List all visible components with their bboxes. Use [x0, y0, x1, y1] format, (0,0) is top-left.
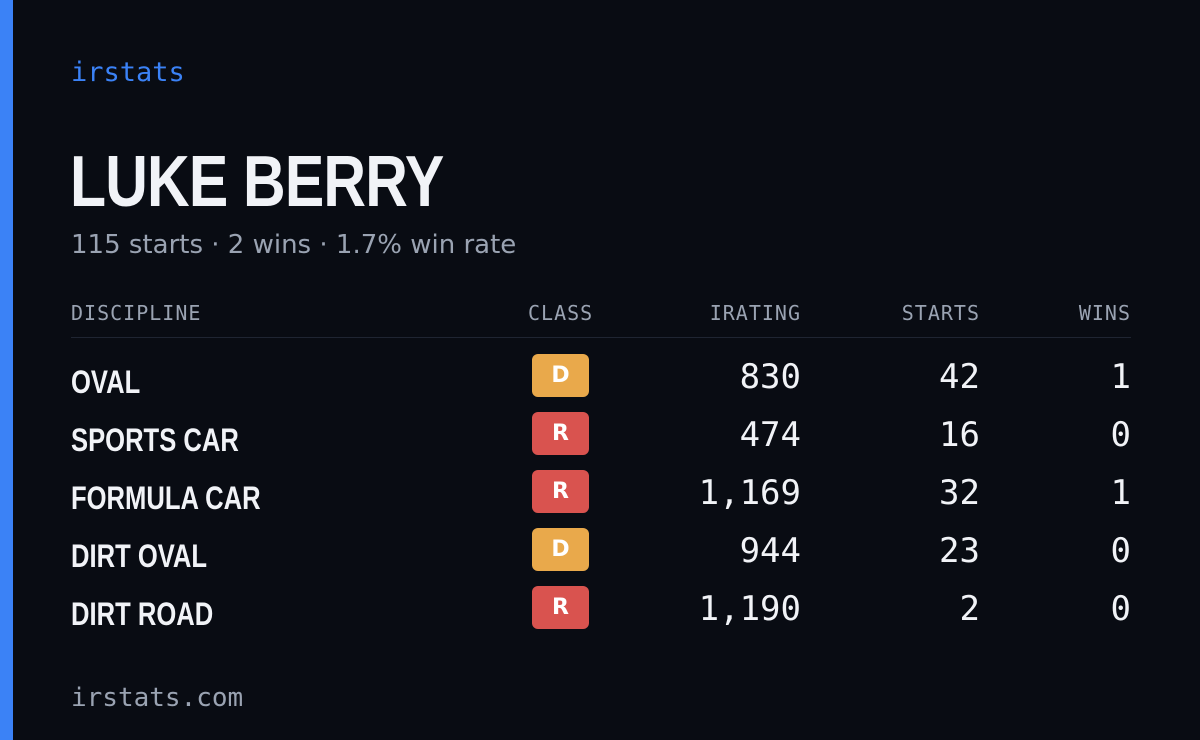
starts-value: 42: [939, 357, 980, 397]
discipline-label: DIRT OVAL: [71, 538, 208, 574]
irating-value: 1,169: [698, 473, 801, 513]
starts-value: 2: [959, 589, 980, 629]
wins-value: 0: [1110, 589, 1131, 629]
table-row: DIRT OVAL D 944 23 0: [71, 528, 1131, 586]
license-class-badge: D: [532, 354, 589, 397]
header-wins: WINS: [1078, 301, 1131, 325]
footer-site-link[interactable]: irstats.com: [71, 683, 244, 713]
table-row: DIRT ROAD R 1,190 2 0: [71, 586, 1131, 644]
driver-summary: 115 starts · 2 wins · 1.7% win rate: [71, 230, 517, 260]
starts-value: 23: [939, 531, 980, 571]
table-row: FORMULA CAR R 1,169 32 1: [71, 470, 1131, 528]
table-body: OVAL D 830 42 1 SPORTS CAR R 474 16 0 FO…: [71, 354, 1131, 644]
wins-value: 1: [1110, 357, 1131, 397]
wins-value: 0: [1110, 415, 1131, 455]
header-discipline: DISCIPLINE: [71, 301, 202, 325]
header-class: CLASS: [528, 301, 594, 325]
stats-table: DISCIPLINE CLASS IRATING STARTS WINS OVA…: [71, 298, 1131, 644]
header-irating: IRATING: [709, 301, 801, 325]
irating-value: 944: [739, 531, 801, 571]
wins-value: 0: [1110, 531, 1131, 571]
discipline-label: OVAL: [71, 364, 141, 400]
license-class-badge: R: [532, 470, 589, 513]
license-class-badge: R: [532, 586, 589, 629]
starts-value: 16: [939, 415, 980, 455]
header-starts: STARTS: [901, 301, 980, 325]
table-row: SPORTS CAR R 474 16 0: [71, 412, 1131, 470]
discipline-label: FORMULA CAR: [71, 480, 261, 516]
accent-bar: [0, 0, 13, 740]
license-class-badge: R: [532, 412, 589, 455]
license-class-badge: D: [532, 528, 589, 571]
wins-value: 1: [1110, 473, 1131, 513]
irating-value: 1,190: [698, 589, 801, 629]
discipline-label: DIRT ROAD: [71, 596, 214, 632]
table-row: OVAL D 830 42 1: [71, 354, 1131, 412]
driver-name: LUKE BERRY: [70, 142, 444, 222]
irating-value: 830: [739, 357, 801, 397]
brand-logo-text[interactable]: irstats: [71, 57, 185, 88]
table-header-row: DISCIPLINE CLASS IRATING STARTS WINS: [71, 298, 1131, 338]
irating-value: 474: [739, 415, 801, 455]
starts-value: 32: [939, 473, 980, 513]
discipline-label: SPORTS CAR: [71, 422, 239, 458]
